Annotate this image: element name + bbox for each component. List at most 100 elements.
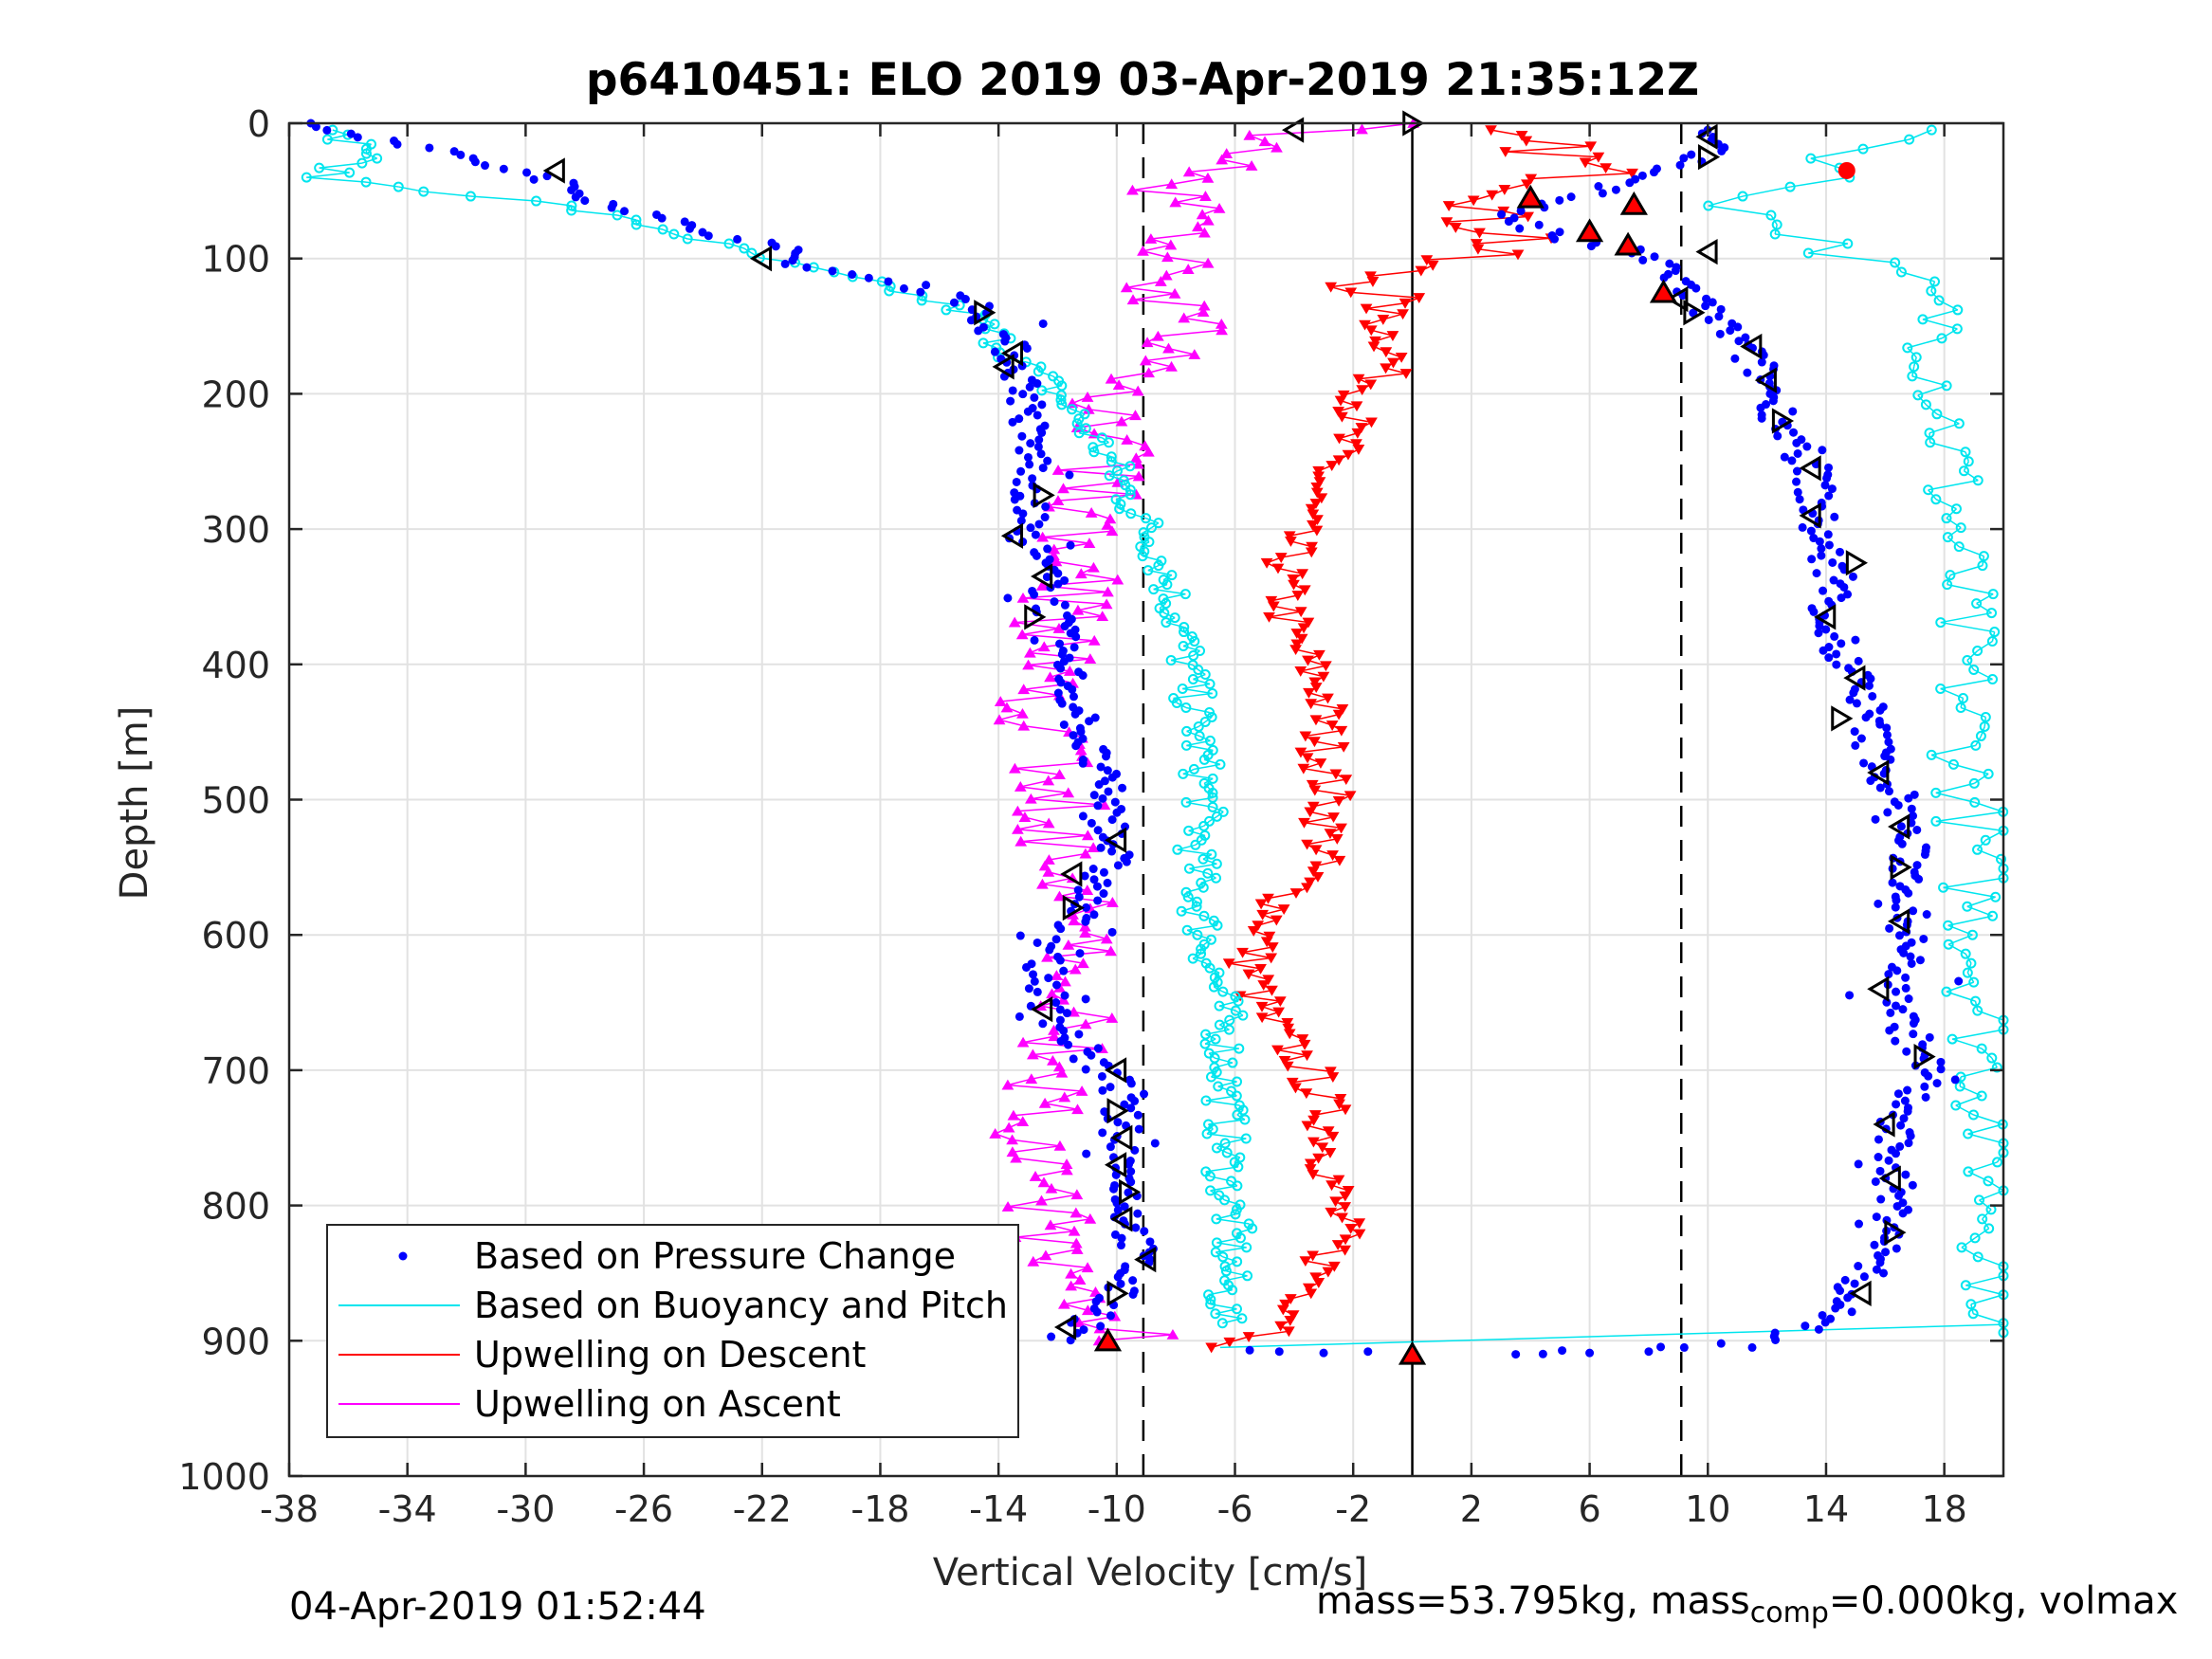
pressure-point bbox=[1100, 1107, 1109, 1117]
buoyancy-segment bbox=[1219, 1024, 1230, 1030]
ascent-segment bbox=[1015, 1230, 1075, 1238]
pressure-point bbox=[1907, 958, 1916, 968]
descent-segment bbox=[1477, 247, 1519, 256]
pressure-point bbox=[1010, 495, 1019, 504]
pressure-point bbox=[1837, 593, 1846, 603]
buoyancy-segment bbox=[1947, 583, 1994, 595]
buoyancy-segment bbox=[1940, 678, 1993, 690]
ascent-segment bbox=[1044, 1103, 1078, 1111]
pressure-point bbox=[1586, 242, 1596, 251]
pressure-point bbox=[1892, 1201, 1902, 1211]
buoyancy-segment bbox=[1907, 347, 1917, 358]
descent-point bbox=[1205, 1342, 1218, 1354]
pressure-point bbox=[1812, 569, 1821, 578]
buoyancy-segment bbox=[306, 172, 350, 178]
open-triangle-marker bbox=[1104, 1152, 1127, 1178]
pressure-point bbox=[685, 224, 694, 233]
pressure-point bbox=[1128, 1289, 1138, 1299]
buoyancy-point bbox=[1217, 986, 1229, 997]
pressure-point bbox=[1071, 632, 1081, 642]
buoyancy-point bbox=[1987, 673, 1999, 684]
buoyancy-point bbox=[1080, 423, 1091, 434]
buoyancy-segment bbox=[1217, 1085, 1232, 1092]
buoyancy-point bbox=[1207, 801, 1218, 812]
descent-segment bbox=[1295, 648, 1320, 656]
pressure-point bbox=[1028, 474, 1037, 483]
pressure-point bbox=[1082, 1149, 1091, 1158]
pressure-point bbox=[990, 347, 999, 356]
buoyancy-point bbox=[1067, 404, 1078, 415]
pressure-point bbox=[1920, 1082, 1929, 1091]
buoyancy-point bbox=[1234, 1232, 1246, 1244]
buoyancy-point bbox=[1972, 1005, 1983, 1016]
buoyancy-point bbox=[1951, 323, 1963, 335]
buoyancy-point bbox=[1945, 570, 1956, 581]
buoyancy-segment bbox=[1947, 527, 1962, 538]
ascent-segment bbox=[1189, 165, 1252, 173]
ascent-segment bbox=[1020, 840, 1094, 848]
buoyancy-point bbox=[1926, 285, 1937, 297]
descent-segment bbox=[1277, 1044, 1306, 1051]
descent-segment bbox=[1370, 269, 1421, 277]
buoyancy-segment bbox=[1205, 1171, 1211, 1177]
descent-segment bbox=[1358, 373, 1407, 380]
open-triangle-marker bbox=[1799, 502, 1821, 529]
buoyancy-point bbox=[1941, 380, 1952, 392]
buoyancy-point bbox=[1941, 986, 1952, 997]
ascent-segment bbox=[1088, 409, 1136, 416]
pressure-point bbox=[1128, 1276, 1138, 1285]
buoyancy-segment bbox=[1026, 361, 1042, 368]
buoyancy-segment bbox=[1226, 1152, 1241, 1158]
buoyancy-point bbox=[1071, 418, 1083, 429]
buoyancy-segment bbox=[1935, 792, 1975, 804]
pressure-point bbox=[1821, 625, 1831, 634]
open-triangle-marker bbox=[1024, 604, 1047, 630]
pressure-point bbox=[1895, 1141, 1905, 1151]
pressure-point bbox=[1637, 171, 1647, 180]
open-triangle-marker bbox=[1031, 563, 1053, 590]
pressure-point bbox=[1140, 1089, 1149, 1099]
pressure-point bbox=[1092, 882, 1102, 891]
pressure-point bbox=[960, 295, 970, 304]
ascent-segment bbox=[1007, 1078, 1033, 1086]
ascent-segment bbox=[1017, 822, 1050, 830]
open-triangle-marker bbox=[1849, 1280, 1872, 1306]
pressure-point bbox=[1885, 923, 1894, 933]
buoyancy-segment bbox=[1177, 844, 1197, 851]
pressure-point bbox=[1056, 678, 1066, 687]
buoyancy-point bbox=[1895, 266, 1907, 278]
pressure-point bbox=[1818, 446, 1827, 455]
open-triangle-marker bbox=[1118, 1178, 1142, 1205]
buoyancy-segment bbox=[1222, 1318, 1243, 1324]
buoyancy-point bbox=[1180, 886, 1192, 898]
pressure-point bbox=[1088, 865, 1098, 874]
buoyancy-point bbox=[1190, 839, 1201, 850]
buoyancy-segment bbox=[982, 319, 996, 325]
pressure-point bbox=[1747, 1342, 1757, 1352]
pressure-point bbox=[899, 283, 908, 293]
pressure-point bbox=[1896, 1121, 1906, 1130]
pressure-point bbox=[1124, 1159, 1134, 1169]
y-tick-label: 100 bbox=[201, 239, 270, 281]
pressure-point bbox=[1033, 410, 1042, 420]
buoyancy-point bbox=[1230, 1209, 1241, 1220]
pressure-point bbox=[1060, 600, 1069, 610]
pressure-point bbox=[1044, 974, 1053, 983]
pressure-point bbox=[1016, 516, 1026, 525]
buoyancy-point bbox=[1198, 754, 1210, 765]
pressure-point bbox=[1807, 555, 1817, 564]
buoyancy-point bbox=[1958, 692, 1969, 703]
pressure-point bbox=[1133, 1209, 1143, 1218]
pressure-point bbox=[1079, 1325, 1088, 1335]
ascent-segment bbox=[1073, 1011, 1112, 1019]
pressure-point bbox=[1097, 1071, 1106, 1081]
descent-segment bbox=[1271, 594, 1298, 602]
buoyancy-segment bbox=[1222, 991, 1236, 997]
buoyancy-segment bbox=[1946, 518, 1962, 529]
pressure-point bbox=[1817, 551, 1826, 560]
buoyancy-segment bbox=[662, 228, 675, 235]
buoyancy-point bbox=[1233, 995, 1244, 1007]
y-tick-label: 200 bbox=[201, 374, 270, 415]
buoyancy-point bbox=[1929, 276, 1941, 287]
pressure-point bbox=[1787, 456, 1797, 465]
